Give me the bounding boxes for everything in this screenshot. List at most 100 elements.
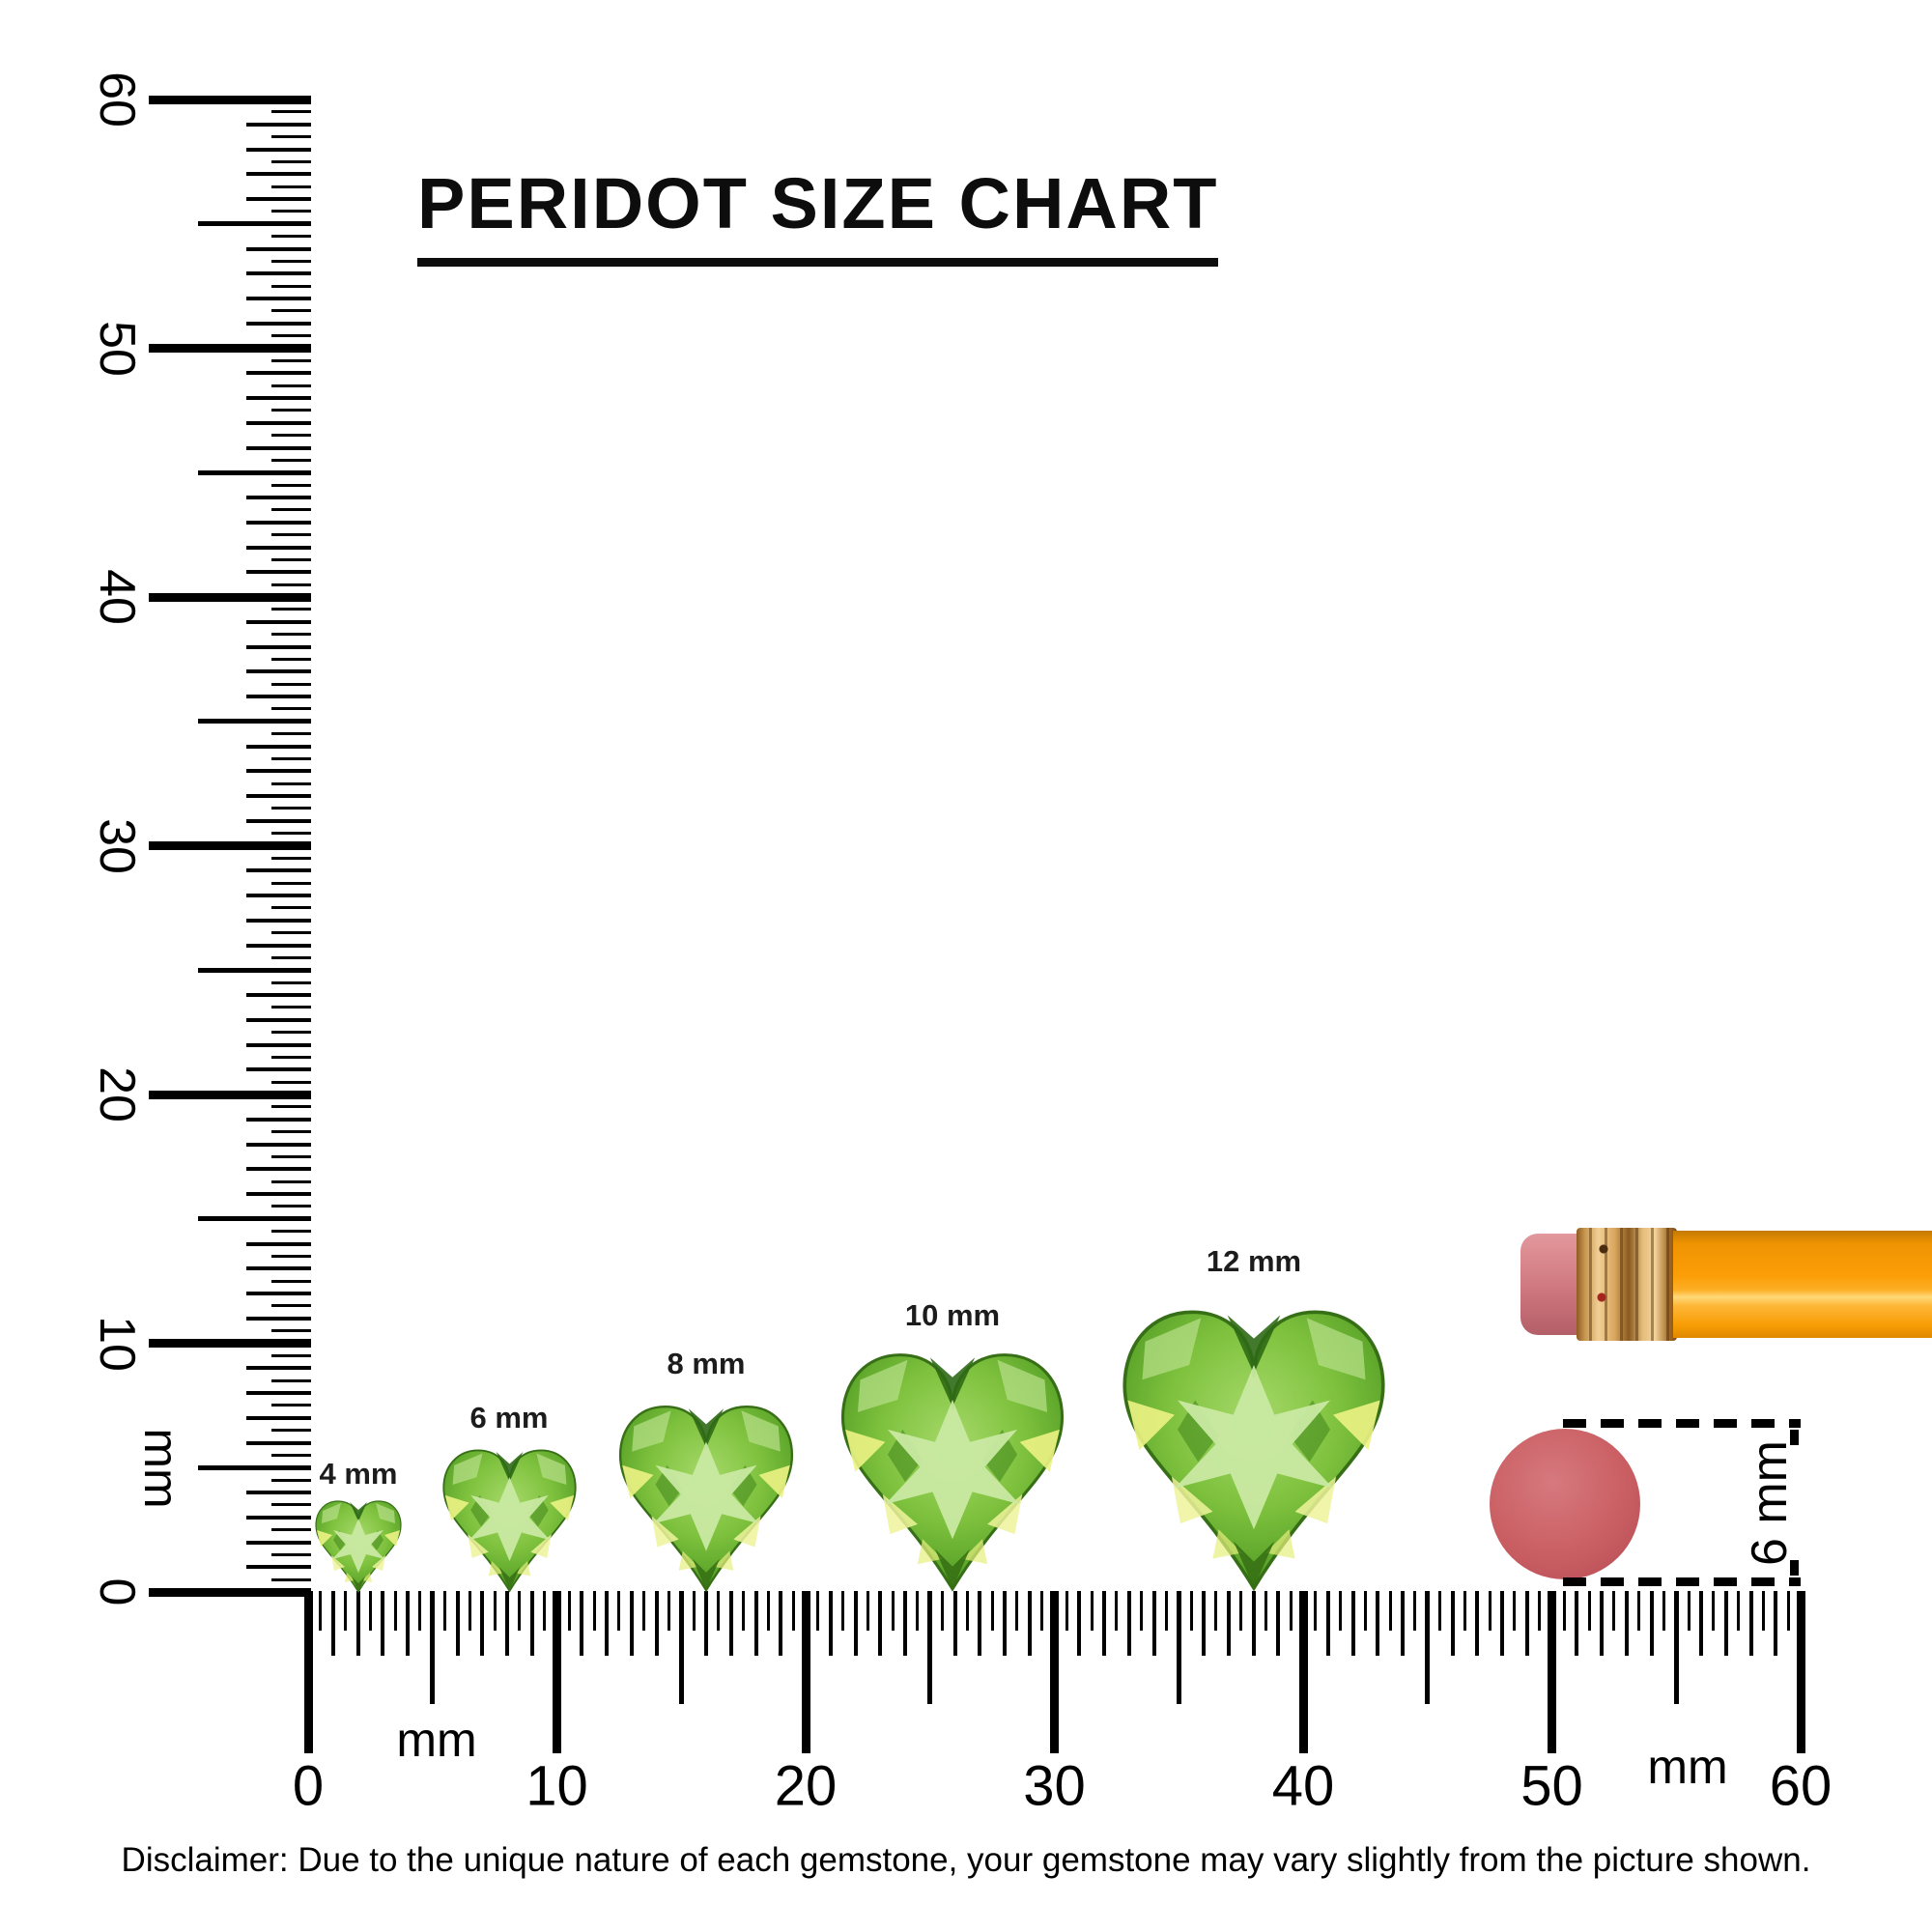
vertical-ruler-tick — [271, 1006, 311, 1009]
vertical-ruler-tick — [198, 221, 311, 227]
horizontal-ruler-tick — [965, 1591, 969, 1631]
gem-heart-4mm — [310, 1493, 407, 1594]
horizontal-ruler-tick — [841, 1591, 845, 1631]
vertical-ruler-tick — [271, 657, 311, 661]
horizontal-ruler-tick — [1376, 1591, 1380, 1656]
vertical-ruler-tick — [246, 1415, 311, 1420]
horizontal-ruler-tick — [355, 1591, 360, 1656]
vertical-ruler-tick — [246, 868, 311, 873]
vertical-ruler-tick — [271, 1031, 311, 1035]
horizontal-ruler-tick — [1513, 1591, 1517, 1631]
vertical-ruler-tick — [271, 235, 311, 239]
vertical-ruler-tick — [246, 619, 311, 624]
horizontal-ruler-tick — [728, 1591, 733, 1656]
vertical-ruler-tick — [246, 818, 311, 823]
horizontal-ruler-tick — [654, 1591, 659, 1656]
horizontal-ruler-tick — [1699, 1591, 1703, 1656]
vertical-ruler-tick — [271, 832, 311, 836]
horizontal-ruler-tick — [828, 1591, 833, 1656]
horizontal-ruler-tick — [406, 1591, 410, 1656]
horizontal-ruler-tick — [678, 1591, 684, 1704]
horizontal-ruler-tick — [1425, 1591, 1431, 1704]
vertical-ruler-tick — [246, 1440, 311, 1445]
horizontal-ruler-tick — [1587, 1591, 1591, 1631]
horizontal-ruler-tick — [1575, 1591, 1579, 1656]
vertical-ruler-tick — [271, 756, 311, 760]
horizontal-ruler-tick — [1251, 1591, 1256, 1656]
horizontal-ruler-tick — [1538, 1591, 1542, 1631]
horizontal-ruler-tick — [344, 1591, 348, 1631]
vertical-ruler-tick — [246, 246, 311, 251]
vertical-ruler-tick — [271, 1478, 311, 1482]
vertical-ruler-tick — [271, 707, 311, 711]
horizontal-ruler-tick — [381, 1591, 385, 1656]
gem-size-label: 6 mm — [469, 1401, 549, 1435]
horizontal-ruler-tick — [1637, 1591, 1641, 1631]
horizontal-ruler-tick — [853, 1591, 858, 1656]
horizontal-ruler-tick — [1140, 1591, 1144, 1631]
horizontal-ruler-tick — [1624, 1591, 1629, 1656]
vertical-ruler-number: 20 — [89, 1066, 145, 1122]
vertical-ruler-tick — [246, 1491, 311, 1494]
horizontal-ruler-tick — [1796, 1591, 1805, 1753]
vertical-ruler-tick — [246, 545, 311, 550]
vertical-ruler-tick — [271, 284, 311, 288]
horizontal-ruler-tick — [1202, 1591, 1206, 1656]
horizontal-ruler-tick — [505, 1591, 509, 1656]
horizontal-ruler-number: 0 — [292, 1754, 325, 1818]
horizontal-ruler-tick — [1363, 1591, 1367, 1631]
vertical-ruler-tick — [271, 508, 311, 512]
dimension-line-bottom — [1563, 1577, 1801, 1586]
horizontal-ruler-tick — [1077, 1591, 1082, 1656]
horizontal-ruler-tick — [866, 1591, 869, 1631]
horizontal-ruler-tick — [1673, 1591, 1679, 1704]
horizontal-ruler-tick — [543, 1591, 547, 1631]
vertical-ruler-tick — [271, 1304, 311, 1308]
horizontal-ruler-tick — [1040, 1591, 1044, 1631]
horizontal-ruler-tick — [393, 1591, 397, 1631]
gem-heart-12mm — [1107, 1289, 1401, 1594]
vertical-ruler-tick — [271, 159, 311, 163]
horizontal-ruler-tick — [1339, 1591, 1343, 1631]
horizontal-ruler-tick — [319, 1591, 323, 1631]
horizontal-ruler-tick — [1649, 1591, 1654, 1656]
vertical-ruler-tick — [198, 1216, 311, 1222]
horizontal-ruler-tick — [1298, 1591, 1308, 1753]
vertical-ruler-tick — [271, 1279, 311, 1283]
vertical-ruler-tick — [149, 1587, 311, 1597]
dimension-stub-top — [1790, 1430, 1799, 1445]
horizontal-ruler-tick — [468, 1591, 471, 1631]
horizontal-ruler-tick — [518, 1591, 522, 1631]
vertical-ruler-tick — [246, 769, 311, 774]
vertical-ruler-tick — [246, 321, 311, 326]
vertical-ruler-tick — [271, 334, 311, 338]
vertical-ruler-tick — [271, 1577, 311, 1581]
vertical-ruler-tick — [271, 384, 311, 387]
vertical-ruler-tick — [271, 1254, 311, 1258]
horizontal-ruler-number: 50 — [1520, 1754, 1583, 1818]
horizontal-ruler-tick — [952, 1591, 957, 1656]
vertical-ruler-tick — [271, 931, 311, 935]
dimension-line-top — [1563, 1419, 1801, 1428]
horizontal-ruler-tick — [1239, 1591, 1243, 1631]
vertical-ruler-tick — [271, 483, 311, 487]
horizontal-ruler-tick — [891, 1591, 895, 1631]
vertical-ruler-tick — [271, 1378, 311, 1382]
vertical-ruler-tick — [271, 1329, 311, 1333]
vertical-ruler-tick — [246, 943, 311, 948]
horizontal-ruler-tick — [1712, 1591, 1716, 1631]
horizontal-ruler-tick — [1475, 1591, 1480, 1656]
horizontal-ruler-tick — [927, 1591, 933, 1704]
horizontal-ruler-tick — [941, 1591, 945, 1631]
horizontal-ruler-number: 60 — [1769, 1754, 1833, 1818]
vertical-ruler-tick — [271, 1154, 311, 1158]
horizontal-ruler-tick — [1214, 1591, 1218, 1631]
horizontal-ruler-tick — [1500, 1591, 1504, 1656]
vertical-ruler-tick — [271, 881, 311, 885]
dimension-stub-bottom — [1790, 1560, 1799, 1576]
vertical-ruler-tick — [246, 669, 311, 674]
vertical-ruler-tick — [271, 135, 311, 139]
vertical-ruler-tick — [149, 344, 311, 353]
gem-size-label: 8 mm — [667, 1347, 746, 1380]
vertical-ruler-tick — [246, 1017, 311, 1022]
